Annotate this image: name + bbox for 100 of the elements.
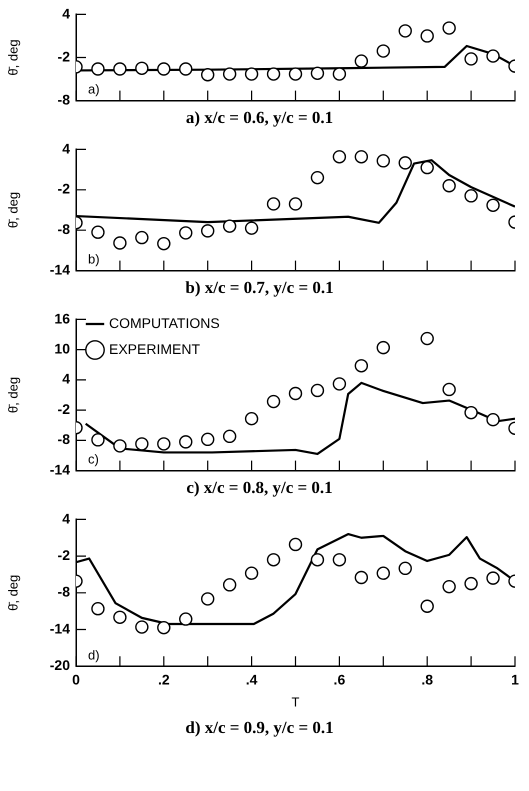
point bbox=[398, 562, 412, 576]
point bbox=[157, 437, 170, 451]
y-tick-label: 4 bbox=[62, 510, 70, 526]
point bbox=[179, 612, 192, 626]
point bbox=[244, 566, 258, 580]
point bbox=[332, 67, 346, 81]
point bbox=[288, 197, 302, 211]
y-axis-title: θ̄, deg bbox=[5, 192, 20, 228]
point bbox=[398, 24, 412, 38]
point bbox=[91, 62, 105, 76]
point bbox=[420, 160, 434, 174]
x-tick-label: .8 bbox=[421, 671, 434, 688]
point bbox=[135, 230, 149, 244]
y-axis-title: θ̄, deg bbox=[5, 39, 20, 76]
y-axis-title: θ̄, deg bbox=[5, 574, 20, 611]
y-tick-label: 16 bbox=[54, 310, 70, 326]
point bbox=[442, 580, 456, 594]
point bbox=[442, 179, 456, 192]
point bbox=[398, 156, 412, 170]
legend-label: COMPUTATIONS bbox=[109, 314, 220, 331]
point bbox=[113, 62, 127, 76]
point bbox=[420, 29, 434, 43]
y-tick-label: -14 bbox=[50, 620, 70, 636]
point bbox=[135, 620, 149, 634]
point bbox=[464, 576, 478, 590]
point bbox=[135, 437, 149, 451]
point bbox=[354, 150, 368, 164]
point bbox=[442, 382, 456, 396]
point bbox=[266, 553, 280, 566]
point bbox=[179, 62, 192, 76]
y-tick-label: -2 bbox=[58, 546, 70, 563]
point bbox=[486, 198, 500, 212]
y-tick-label: -8 bbox=[58, 91, 70, 108]
point bbox=[310, 66, 324, 80]
point bbox=[332, 553, 346, 566]
text: b) x/c = 0.7, y/c = 0.1 bbox=[185, 278, 334, 298]
point bbox=[179, 226, 192, 240]
point bbox=[442, 21, 456, 35]
point bbox=[222, 219, 236, 233]
x-tick-label: .6 bbox=[334, 671, 346, 688]
point bbox=[376, 154, 390, 168]
y-tick-label: -20 bbox=[50, 657, 70, 674]
point bbox=[91, 602, 105, 616]
point bbox=[157, 620, 170, 634]
point bbox=[244, 412, 258, 426]
point bbox=[310, 384, 324, 398]
text: d) x/c = 0.9, y/c = 0.1 bbox=[185, 718, 334, 738]
point bbox=[222, 578, 236, 592]
point bbox=[464, 52, 478, 66]
point bbox=[486, 49, 500, 63]
annotation: c) bbox=[88, 452, 99, 467]
point bbox=[244, 221, 258, 235]
point bbox=[310, 170, 324, 184]
point bbox=[91, 226, 105, 239]
y-axis-title: θ̄, deg bbox=[5, 376, 20, 414]
point bbox=[201, 592, 214, 606]
point bbox=[201, 68, 214, 82]
point bbox=[354, 359, 368, 372]
x-tick-label: 1 bbox=[511, 671, 520, 688]
point bbox=[91, 433, 105, 447]
point bbox=[113, 236, 127, 250]
text: a) x/c = 0.6, y/c = 0.1 bbox=[186, 108, 334, 128]
y-tick-label: 4 bbox=[62, 140, 70, 156]
y-tick-label: -8 bbox=[58, 584, 70, 600]
point bbox=[266, 394, 280, 408]
y-tick-label: -8 bbox=[58, 221, 70, 238]
y-tick-label: -2 bbox=[58, 400, 70, 417]
point bbox=[464, 189, 478, 203]
point bbox=[266, 67, 280, 81]
y-tick-label: -14 bbox=[50, 461, 70, 478]
point bbox=[376, 340, 390, 354]
point bbox=[354, 54, 368, 68]
point bbox=[179, 435, 192, 449]
point bbox=[420, 600, 434, 613]
point bbox=[310, 553, 324, 566]
point bbox=[288, 386, 302, 400]
point bbox=[288, 538, 302, 552]
point bbox=[135, 62, 149, 75]
legend-label: EXPERIMENT bbox=[109, 340, 200, 357]
y-tick-label: -14 bbox=[50, 261, 70, 278]
point bbox=[266, 197, 280, 211]
point bbox=[332, 150, 346, 164]
annotation: d) bbox=[88, 647, 100, 662]
x-axis-title: T bbox=[292, 694, 300, 710]
point bbox=[486, 571, 500, 585]
point bbox=[354, 570, 368, 584]
y-tick-label: 10 bbox=[54, 340, 70, 356]
x-tick-label: .2 bbox=[158, 671, 170, 688]
point bbox=[376, 44, 390, 58]
point bbox=[201, 432, 214, 446]
x-tick-label: 0 bbox=[72, 671, 80, 688]
point bbox=[222, 67, 236, 81]
point bbox=[113, 439, 127, 453]
point bbox=[222, 430, 236, 444]
point bbox=[157, 236, 170, 250]
x-tick-label: .4 bbox=[246, 671, 258, 688]
y-tick-label: 4 bbox=[62, 370, 70, 387]
text: c) x/c = 0.8, y/c = 0.1 bbox=[186, 478, 333, 498]
point bbox=[332, 377, 346, 391]
point bbox=[244, 67, 258, 81]
